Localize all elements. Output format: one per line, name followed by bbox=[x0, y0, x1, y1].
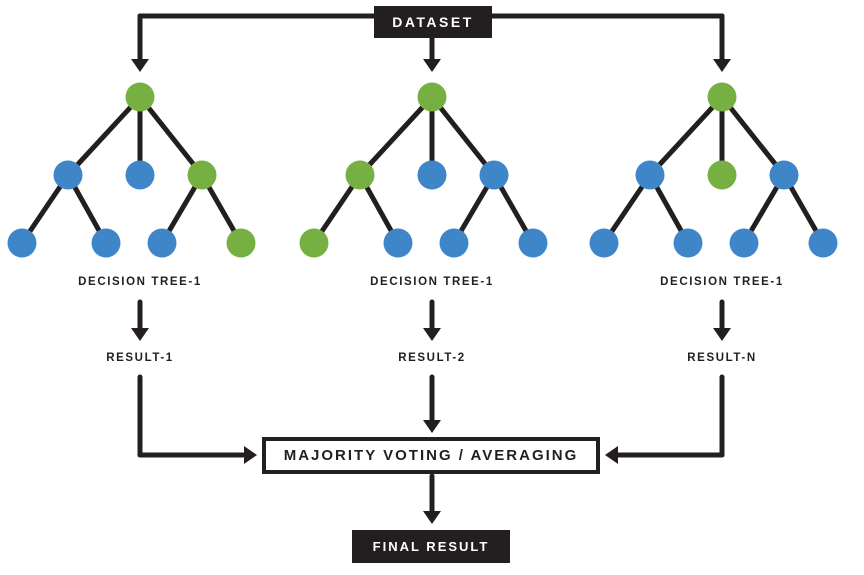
final-result-box: FINAL RESULT bbox=[352, 530, 510, 563]
decision-tree-1-label: DECISION TREE-1 bbox=[78, 276, 202, 288]
majority-voting-label: MAJORITY VOTING / AVERAGING bbox=[283, 447, 579, 464]
dataset-box: DATASET bbox=[374, 6, 492, 38]
dataset-label: DATASET bbox=[392, 14, 474, 30]
majority-voting-box: MAJORITY VOTING / AVERAGING bbox=[262, 437, 600, 474]
decision-tree-2-label: DECISION TREE-1 bbox=[370, 276, 494, 288]
result-2-label: RESULT-2 bbox=[398, 352, 466, 364]
result-1-label: RESULT-1 bbox=[106, 352, 174, 364]
final-result-label: FINAL RESULT bbox=[372, 539, 490, 554]
decision-tree-3-label: DECISION TREE-1 bbox=[660, 276, 784, 288]
result-n-label: RESULT-N bbox=[687, 352, 757, 364]
